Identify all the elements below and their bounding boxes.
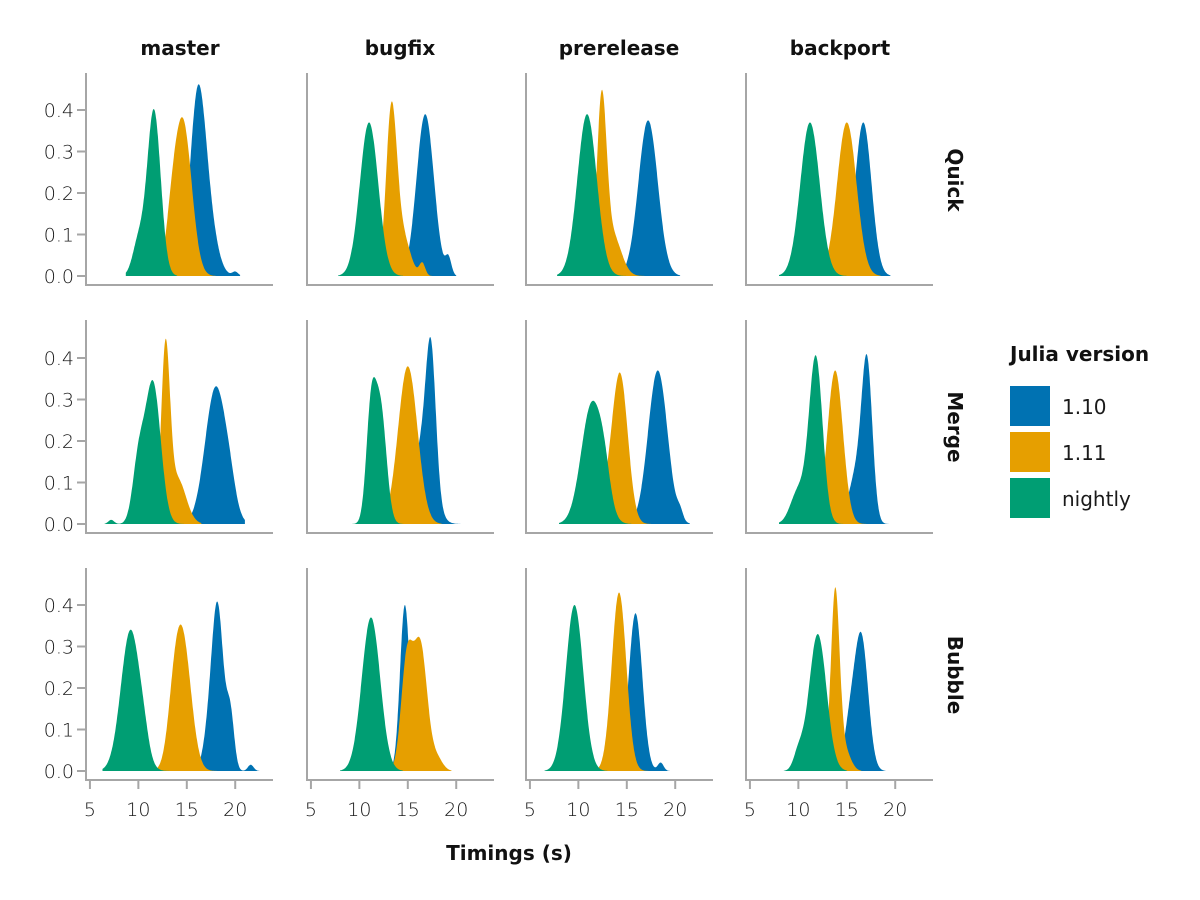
x-tick-label: 5 — [305, 799, 317, 821]
density-nightly — [779, 355, 847, 524]
density-1-10 — [626, 370, 690, 524]
density-1-10 — [617, 120, 681, 277]
panels-group: 0.00.10.20.30.40.00.10.20.30.40.00.10.20… — [44, 73, 933, 821]
density-1-10 — [182, 386, 245, 524]
x-tick-label: 10 — [126, 799, 150, 821]
x-axis-title: Timings (s) — [446, 841, 572, 865]
density-1-11 — [388, 636, 452, 771]
density-1-10 — [842, 354, 901, 524]
x-tick-label: 10 — [347, 799, 371, 821]
density-1-11 — [373, 366, 442, 524]
y-tick-label: 0.4 — [44, 100, 74, 122]
column-title-bugfix: bugfix — [365, 36, 436, 60]
density-nightly — [125, 109, 178, 276]
density-1-11 — [369, 101, 432, 277]
density-1-11 — [592, 592, 651, 771]
density-1-11 — [812, 122, 881, 277]
y-tick-label: 0.4 — [44, 348, 74, 370]
density-1-10 — [191, 601, 260, 771]
density-nightly — [559, 400, 632, 524]
panel-bubble-bugfix: 5 10 15 20 — [305, 568, 494, 821]
density-1-11 — [588, 372, 651, 524]
x-tick-label: 20 — [444, 799, 468, 821]
density-nightly — [340, 377, 413, 524]
density-1-11 — [152, 624, 221, 771]
legend-swatch-1-10 — [1010, 386, 1050, 426]
panel-quick-backport — [745, 73, 933, 286]
legend-label-1-11: 1.11 — [1062, 441, 1107, 465]
y-tick-label: 0.1 — [44, 473, 74, 495]
panel-bubble-master: 0.0 0.1 0.2 0.3 0.4 5 10 15 20 — [44, 568, 273, 821]
column-title-master: master — [140, 36, 219, 60]
panel-quick-prerelease — [525, 73, 713, 286]
x-tick-label: 15 — [396, 799, 420, 821]
y-tick-label: 0.4 — [44, 595, 74, 617]
legend-label-nightly: nightly — [1062, 487, 1131, 511]
density-1-10 — [393, 114, 457, 276]
density-1-10 — [832, 122, 891, 276]
panel-quick-master: 0.0 0.1 0.2 0.3 0.4 — [44, 73, 273, 288]
x-tick-label: 20 — [223, 799, 247, 821]
panel-merge-bugfix — [306, 320, 494, 534]
x-tick-label: 10 — [786, 799, 810, 821]
density-nightly — [102, 629, 173, 771]
y-tick-label: 0.0 — [44, 266, 74, 288]
density-nightly — [557, 114, 627, 276]
row-title-quick: Quick — [943, 148, 967, 212]
y-tick-label: 0.0 — [44, 514, 74, 536]
panel-bubble-backport: 5 10 15 20 — [744, 568, 933, 821]
row-title-merge: Merge — [943, 391, 967, 462]
row-facet-titles: Quick Merge Bubble — [943, 148, 967, 714]
y-tick-label: 0.3 — [44, 142, 74, 164]
legend-title: Julia version — [1008, 342, 1149, 366]
y-tick-label: 0.2 — [44, 678, 74, 700]
x-tick-label: 15 — [835, 799, 859, 821]
y-tick-label: 0.0 — [44, 761, 74, 783]
density-nightly — [783, 634, 847, 771]
y-tick-label: 0.1 — [44, 225, 74, 247]
panel-quick-bugfix — [306, 73, 494, 286]
x-tick-label: 20 — [883, 799, 907, 821]
x-tick-label: 5 — [744, 799, 756, 821]
density-1-11 — [812, 587, 862, 771]
y-tick-label: 0.2 — [44, 431, 74, 453]
density-1-10 — [832, 631, 886, 771]
y-tick-label: 0.2 — [44, 183, 74, 205]
x-tick-label: 5 — [84, 799, 96, 821]
row-title-bubble: Bubble — [943, 636, 967, 715]
panel-merge-master: 0.0 0.1 0.2 0.3 0.4 — [44, 320, 273, 536]
density-nightly — [544, 605, 608, 771]
legend-label-1-10: 1.10 — [1062, 395, 1107, 419]
density-nightly — [104, 380, 187, 524]
y-tick-label: 0.3 — [44, 390, 74, 412]
x-tick-label: 5 — [524, 799, 536, 821]
y-tick-label: 0.1 — [44, 720, 74, 742]
x-tick-label: 20 — [663, 799, 687, 821]
column-title-backport: backport — [790, 36, 891, 60]
panel-merge-prerelease — [525, 320, 713, 534]
x-tick-label: 15 — [175, 799, 199, 821]
x-tick-label: 10 — [566, 799, 590, 821]
density-nightly — [340, 617, 403, 771]
legend-swatch-1-11 — [1010, 432, 1050, 472]
panel-merge-backport — [745, 320, 933, 534]
column-facet-titles: master bugfix prerelease backport — [140, 36, 890, 60]
density-1-11 — [152, 338, 202, 524]
density-1-10 — [393, 337, 462, 524]
x-tick-label: 15 — [615, 799, 639, 821]
panel-bubble-prerelease: 5 10 15 20 — [524, 568, 713, 821]
legend: Julia version 1.10 1.11 nightly — [1008, 342, 1149, 518]
density-1-11 — [152, 117, 216, 276]
legend-swatch-nightly — [1010, 478, 1050, 518]
density-nightly — [338, 122, 403, 276]
y-tick-label: 0.3 — [44, 637, 74, 659]
column-title-prerelease: prerelease — [559, 36, 680, 60]
density-nightly — [779, 122, 847, 276]
